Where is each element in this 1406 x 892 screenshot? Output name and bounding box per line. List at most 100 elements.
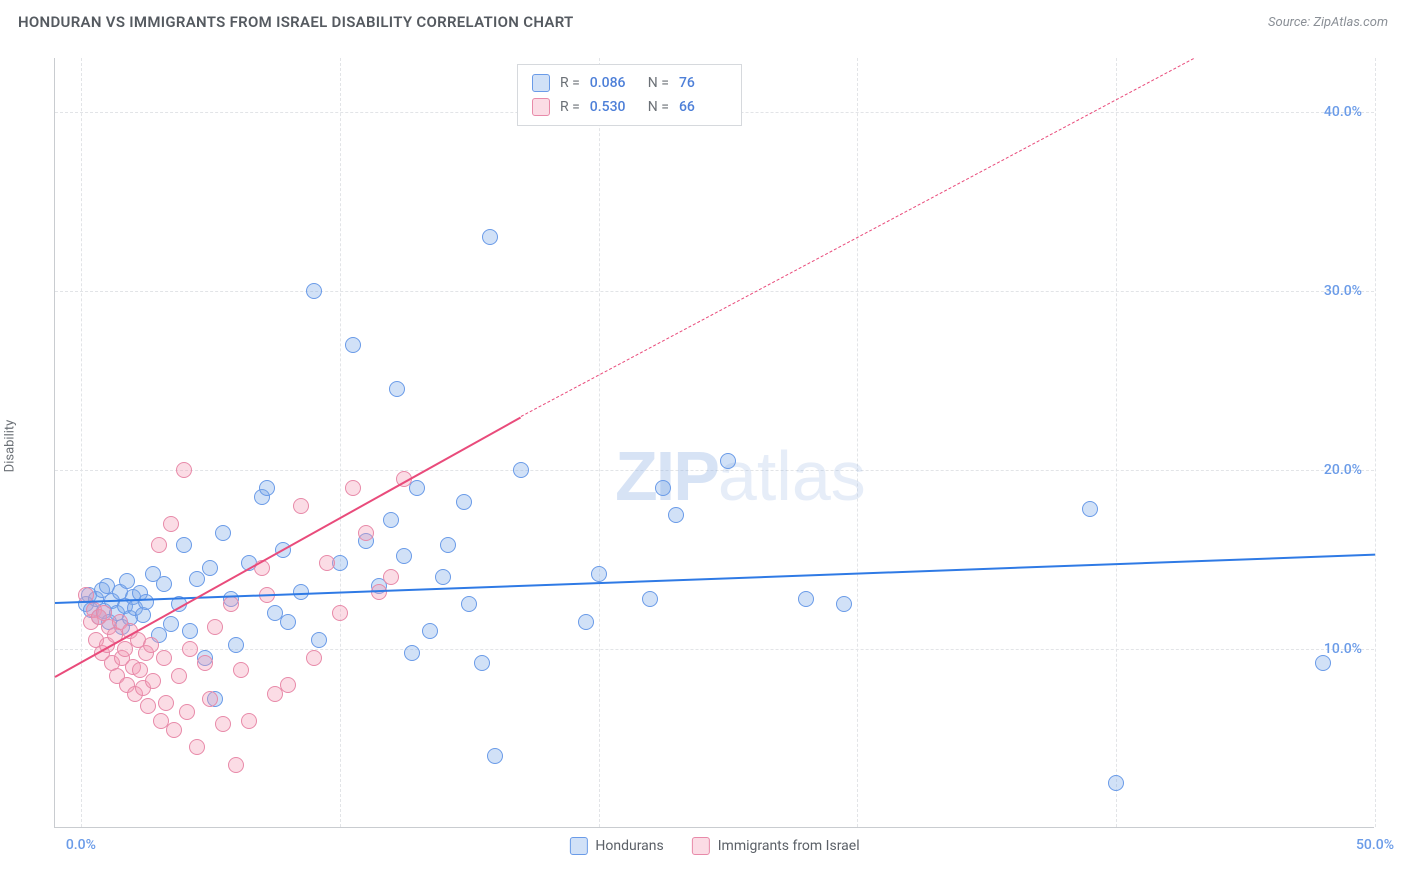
legend-series-item: Hondurans [569,837,663,855]
legend-n-label: N = [648,95,669,119]
legend-stats-row: R = 0.086 N = 76 [532,71,727,95]
scatter-point [422,623,438,639]
scatter-point [591,566,607,582]
scatter-point [836,596,852,612]
scatter-point [176,537,192,553]
legend-series-item: Immigrants from Israel [692,837,860,855]
watermark: ZIPatlas [615,436,866,516]
y-tick-label: 10.0% [1324,641,1362,657]
scatter-point [151,537,167,553]
scatter-point [482,229,498,245]
scatter-point [440,537,456,553]
scatter-point [223,596,239,612]
scatter-point [655,480,671,496]
gridline-v [1116,58,1117,827]
gridline-v [857,58,858,827]
legend-swatch [532,98,550,116]
scatter-point [1315,655,1331,671]
legend-swatch [692,837,710,855]
chart-title: HONDURAN VS IMMIGRANTS FROM ISRAEL DISAB… [18,13,574,31]
scatter-point [293,584,309,600]
legend-r-label: R = [560,71,580,95]
legend-swatch [532,74,550,92]
scatter-point [396,548,412,564]
legend-r-value: 0.530 [590,95,638,119]
scatter-point [207,619,223,635]
scatter-point [578,614,594,630]
x-tick-label: 50.0% [1356,837,1394,853]
scatter-point [435,569,451,585]
scatter-point [241,713,257,729]
scatter-point [138,594,154,610]
scatter-point [179,704,195,720]
scatter-point [345,337,361,353]
gridline-v [599,58,600,827]
scatter-point [163,616,179,632]
legend-n-label: N = [648,71,669,95]
scatter-point [228,637,244,653]
legend-stats-row: R = 0.530 N = 66 [532,95,727,119]
header-bar: HONDURAN VS IMMIGRANTS FROM ISRAEL DISAB… [0,0,1406,44]
legend-r-label: R = [560,95,580,119]
scatter-point [176,462,192,478]
scatter-point [280,677,296,693]
scatter-point [228,757,244,773]
scatter-point [182,623,198,639]
scatter-point [474,655,490,671]
legend-r-value: 0.086 [590,71,638,95]
scatter-point [306,650,322,666]
scatter-point [358,525,374,541]
scatter-point [233,662,249,678]
scatter-point [140,698,156,714]
y-tick-label: 20.0% [1324,462,1362,478]
scatter-point [461,596,477,612]
scatter-point [456,494,472,510]
legend-swatch [569,837,587,855]
scatter-point [189,571,205,587]
scatter-point [119,573,135,589]
gridline-h [55,470,1374,471]
scatter-point [189,739,205,755]
legend-series: Hondurans Immigrants from Israel [569,837,859,855]
scatter-point [642,591,658,607]
scatter-point [197,655,213,671]
scatter-point [259,480,275,496]
scatter-point [404,645,420,661]
scatter-point [409,480,425,496]
scatter-point [293,498,309,514]
scatter-point [1108,775,1124,791]
scatter-point [720,453,736,469]
scatter-point [319,555,335,571]
scatter-point [332,605,348,621]
legend-stats: R = 0.086 N = 76 R = 0.530 N = 66 [517,64,742,126]
gridline-v [340,58,341,827]
scatter-point [202,691,218,707]
scatter-point [182,641,198,657]
scatter-point [156,650,172,666]
scatter-point [280,614,296,630]
scatter-point [513,462,529,478]
legend-series-label: Immigrants from Israel [718,838,860,854]
gridline-v [81,58,82,827]
scatter-point [389,381,405,397]
y-axis-label: Disability [3,420,18,473]
source-label: Source: ZipAtlas.com [1268,15,1388,30]
y-tick-label: 30.0% [1324,283,1362,299]
legend-n-value: 76 [679,71,727,95]
plot-area: 10.0%20.0%30.0%40.0%0.0%50.0%ZIPatlasR =… [54,58,1374,828]
legend-n-value: 66 [679,95,727,119]
scatter-point [798,591,814,607]
scatter-point [668,507,684,523]
scatter-point [158,695,174,711]
scatter-point [345,480,361,496]
scatter-point [306,283,322,299]
scatter-point [215,525,231,541]
scatter-point [156,576,172,592]
gridline-v [1375,58,1376,827]
x-tick-label: 0.0% [66,837,96,853]
gridline-h [55,291,1374,292]
scatter-point [383,512,399,528]
scatter-point [487,748,503,764]
scatter-point [215,716,231,732]
scatter-point [202,560,218,576]
